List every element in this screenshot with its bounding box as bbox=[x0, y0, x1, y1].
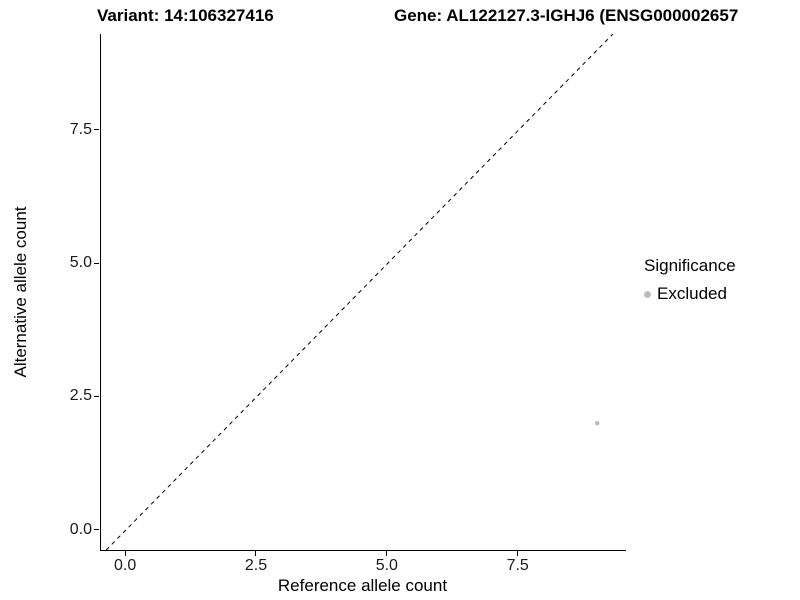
plot-panel bbox=[100, 34, 626, 551]
x-tick-label: 2.5 bbox=[244, 557, 268, 574]
y-tick-mark bbox=[94, 262, 99, 264]
x-tick-label: 5.0 bbox=[375, 557, 398, 574]
y-tick-mark bbox=[94, 395, 99, 397]
x-tick-mark bbox=[124, 551, 126, 556]
y-tick-mark bbox=[94, 129, 99, 131]
y-tick-label: 0.0 bbox=[69, 520, 92, 538]
x-tick-label: 7.5 bbox=[506, 557, 529, 574]
x-axis-label: Reference allele count bbox=[277, 576, 448, 595]
x-tick-mark bbox=[255, 551, 257, 556]
y-tick-label: 5.0 bbox=[69, 254, 92, 272]
x-tick-label: 0.0 bbox=[113, 557, 137, 574]
y-axis-label: Alternative allele count bbox=[11, 206, 30, 378]
plot-title-gene: Gene: AL122127.3-IGHJ6 (ENSG000002657 bbox=[394, 6, 739, 25]
plot-title-variant: Variant: 14:106327416 bbox=[97, 6, 274, 25]
y-tick-mark bbox=[94, 529, 99, 531]
legend-entry-excluded: Excluded bbox=[644, 284, 736, 304]
legend: Significance Excluded bbox=[644, 256, 736, 304]
plot-area-svg bbox=[105, 34, 614, 550]
identity-line bbox=[105, 34, 614, 550]
legend-entry-label: Excluded bbox=[657, 284, 727, 303]
x-tick-mark bbox=[386, 551, 388, 556]
y-tick-label: 7.5 bbox=[69, 120, 92, 138]
legend-point-icon bbox=[644, 290, 651, 298]
data-point bbox=[594, 420, 600, 426]
x-tick-mark bbox=[517, 551, 519, 556]
legend-title: Significance bbox=[644, 256, 736, 275]
y-tick-label: 2.5 bbox=[69, 387, 92, 405]
